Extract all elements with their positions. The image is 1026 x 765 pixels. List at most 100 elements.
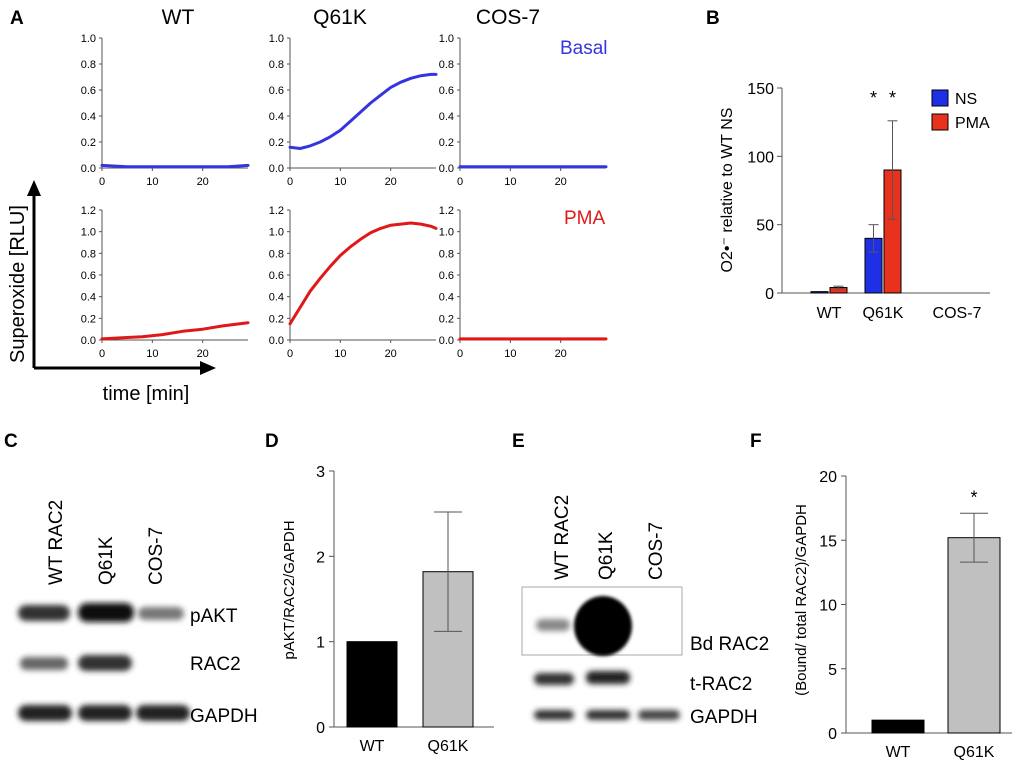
band-c-pakt-q61k bbox=[78, 603, 134, 622]
a-q61k-basal-ytick-label: 0.4 bbox=[269, 111, 284, 123]
blot-e-lane-q61k: Q61K bbox=[596, 531, 617, 580]
a-wt-basal-xtick-label: 10 bbox=[146, 176, 158, 188]
f-ytick-label: 15 bbox=[819, 533, 837, 550]
a-cos7-basal-ytick-label: 0.6 bbox=[439, 85, 454, 97]
a-cos7-pma-plot: 0.0 0.2 0.4 0.6 0.8 1.0 1.2 0 10 20 bbox=[439, 205, 608, 360]
blot-e-band-t: t-RAC2 bbox=[690, 674, 752, 695]
a-wt-pma-ytick-label: 0.0 bbox=[81, 335, 96, 347]
f-xtick-label: WT bbox=[886, 744, 911, 761]
row-label-pma: PMA bbox=[564, 208, 606, 229]
a-cos7-pma-ytick-label: 1.0 bbox=[439, 227, 454, 239]
a-cos7-basal-ytick-label: 0.2 bbox=[439, 137, 454, 149]
f-significance-star: * bbox=[970, 487, 977, 507]
a-cos7-basal-xtick-label: 20 bbox=[555, 176, 567, 188]
y-arrow-head bbox=[27, 180, 41, 196]
a-wt-pma-ytick-label: 1.0 bbox=[81, 227, 96, 239]
blot-c-band-rac2: RAC2 bbox=[190, 654, 241, 675]
d-ytick-label: 3 bbox=[316, 464, 325, 481]
a-wt-basal-ytick-label: 0.4 bbox=[81, 111, 96, 123]
blot-c-lane-wt: WT RAC2 bbox=[46, 500, 67, 585]
a-cos7-basal-plot: 0.0 0.2 0.4 0.6 0.8 1.0 0 10 20 bbox=[439, 33, 608, 188]
a-wt-basal-ytick-label: 0.0 bbox=[81, 163, 96, 175]
a-q61k-pma-ytick-label: 0.0 bbox=[269, 335, 284, 347]
d-xtick-label: WT bbox=[360, 738, 385, 755]
a-cos7-pma-xtick-label: 20 bbox=[555, 348, 567, 360]
blot-c-band-pakt: pAKT bbox=[190, 606, 238, 627]
f-bar-wt bbox=[871, 719, 925, 734]
a-cos7-pma-ytick-label: 1.2 bbox=[439, 205, 454, 217]
a-cos7-pma-ytick-label: 0.4 bbox=[439, 292, 454, 304]
a-q61k-pma-ytick-label: 1.2 bbox=[269, 205, 284, 217]
panel-b-y-title: O2•⁻ relative to WT NS bbox=[719, 108, 736, 273]
col-title-wt: WT bbox=[162, 6, 195, 29]
a-wt-pma-xtick-label: 0 bbox=[99, 348, 105, 360]
panel-label-d: D bbox=[265, 431, 279, 452]
b-significance-star: * bbox=[889, 88, 896, 108]
blot-e-lane-cos7: COS-7 bbox=[646, 522, 667, 580]
band-c-rac2-wt bbox=[20, 657, 68, 670]
panel-c-western-blot: WT RAC2 Q61K COS-7 pAKT RAC2 GAPDH bbox=[18, 500, 258, 727]
f-xtick-label: Q61K bbox=[954, 744, 995, 761]
a-q61k-pma-ytick-label: 1.0 bbox=[269, 227, 284, 239]
a-q61k-basal-ytick-label: 1.0 bbox=[269, 33, 284, 45]
panel-label-c: C bbox=[4, 431, 18, 452]
a-q61k-basal-ytick-label: 0.8 bbox=[269, 59, 284, 71]
a-cos7-basal-xtick-label: 10 bbox=[504, 176, 516, 188]
d-ytick-label: 0 bbox=[316, 720, 325, 737]
d-bar-wt bbox=[346, 641, 398, 728]
a-cos7-pma-xtick-label: 10 bbox=[504, 348, 516, 360]
b-legend-label-pma: PMA bbox=[955, 115, 990, 132]
blot-e-lane-wt: WT RAC2 bbox=[552, 495, 573, 580]
a-wt-pma-ytick-label: 1.2 bbox=[81, 205, 96, 217]
a-q61k-pma-xtick-label: 20 bbox=[385, 348, 397, 360]
band-e-bd-wt bbox=[536, 619, 570, 631]
a-cos7-basal-ytick-label: 0.0 bbox=[439, 163, 454, 175]
panel-label-a: A bbox=[10, 8, 24, 29]
panel-f-bar-chart: (Bound/ total RAC2)/GAPDH 0 5 10 15 20 WT Q61K… bbox=[793, 469, 1012, 761]
d-ytick-label: 1 bbox=[316, 635, 325, 652]
b-legend-swatch-ns bbox=[931, 89, 949, 107]
panel-d-y-title: pAKT/RAC2/GAPDH bbox=[281, 520, 298, 659]
a-q61k-pma-ytick-label: 0.8 bbox=[269, 248, 284, 260]
a-wt-basal-ytick-label: 0.8 bbox=[81, 59, 96, 71]
b-significance-star: * bbox=[870, 88, 877, 108]
f-ytick-label: 0 bbox=[828, 726, 837, 743]
a-wt-basal-xtick-label: 0 bbox=[99, 176, 105, 188]
time-axis-title: time [min] bbox=[103, 383, 190, 405]
superoxide-axis-title: Superoxide [RLU] bbox=[7, 205, 29, 363]
b-legend-swatch-pma bbox=[931, 113, 949, 131]
b-ytick-label: 0 bbox=[765, 286, 774, 303]
a-wt-basal-ytick-label: 0.6 bbox=[81, 85, 96, 97]
blot-c-band-gapdh: GAPDH bbox=[190, 706, 258, 727]
col-title-q61k: Q61K bbox=[313, 6, 367, 29]
band-e-t-q61k bbox=[586, 671, 630, 684]
a-q61k-pma-ytick-label: 0.4 bbox=[269, 292, 284, 304]
a-cos7-pma-ytick-label: 0.0 bbox=[439, 335, 454, 347]
a-wt-pma-xtick-label: 20 bbox=[197, 348, 209, 360]
b-ytick-label: 100 bbox=[747, 149, 774, 166]
band-e-t-wt bbox=[534, 673, 574, 685]
a-cos7-pma-xtick-label: 0 bbox=[457, 348, 463, 360]
a-cos7-basal-ytick-label: 1.0 bbox=[439, 33, 454, 45]
a-wt-pma-ytick-label: 0.4 bbox=[81, 292, 96, 304]
x-arrow-head bbox=[200, 361, 216, 375]
b-ytick-label: 150 bbox=[747, 81, 774, 98]
d-xtick-label: Q61K bbox=[428, 738, 469, 755]
a-wt-pma-plot: 0.0 0.2 0.4 0.6 0.8 1.0 1.2 0 10 20 bbox=[81, 205, 250, 360]
a-q61k-pma-plot: 0.0 0.2 0.4 0.6 0.8 1.0 1.2 0 10 20 bbox=[269, 205, 438, 360]
band-c-gapdh-cos7 bbox=[136, 705, 190, 721]
band-c-pakt-cos7 bbox=[138, 607, 184, 620]
b-ytick-label: 50 bbox=[756, 218, 774, 235]
a-wt-basal-ytick-label: 1.0 bbox=[81, 33, 96, 45]
blot-e-band-gapdh: GAPDH bbox=[690, 707, 758, 728]
a-q61k-basal-plot: 0.0 0.2 0.4 0.6 0.8 1.0 0 10 20 bbox=[269, 33, 438, 188]
a-cos7-basal-xtick-label: 0 bbox=[457, 176, 463, 188]
b-bar-ns bbox=[810, 291, 829, 294]
blot-c-lane-q61k: Q61K bbox=[96, 536, 117, 585]
panel-f-y-title: (Bound/ total RAC2)/GAPDH bbox=[793, 504, 810, 696]
a-q61k-pma-ytick-label: 0.6 bbox=[269, 270, 284, 282]
blot-c-lane-cos7: COS-7 bbox=[146, 527, 167, 585]
panel-e-western-blot: WT RAC2 Q61K COS-7 Bd RAC2 t-RAC2 GAPDH bbox=[521, 495, 769, 728]
